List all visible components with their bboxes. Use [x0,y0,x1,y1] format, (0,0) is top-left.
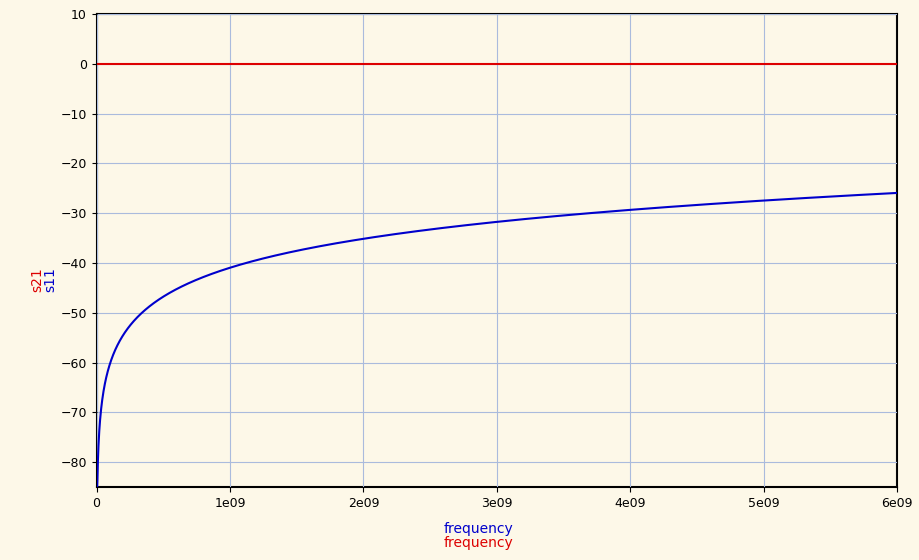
Text: frequency: frequency [443,522,513,536]
Text: s11: s11 [43,268,58,292]
Text: frequency: frequency [443,536,513,550]
Text: s21: s21 [29,268,44,292]
